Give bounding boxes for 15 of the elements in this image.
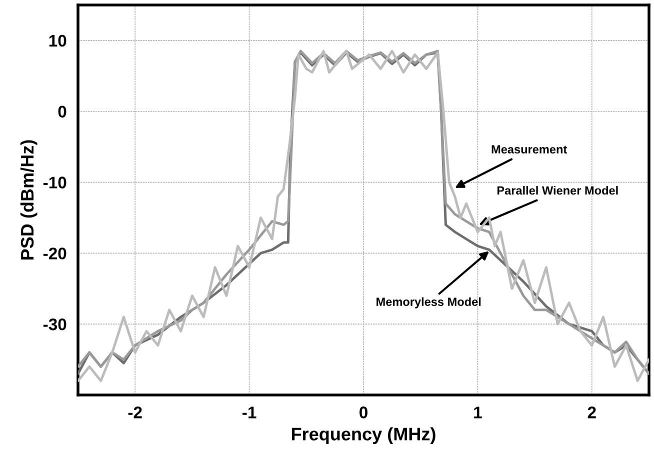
annotation: Memoryless Model [376,297,481,308]
y-tick-label: -10 [43,176,66,188]
annotation: Parallel Wiener Model [497,186,618,195]
annotation: Measurement [492,145,567,154]
y-tick-label: 0 [58,106,66,118]
x-axis-title: Frequency (MHz) [292,427,436,444]
y-axis-title: PSD (dBm/Hz) [20,140,38,260]
x-tick-label: 1 [474,406,482,418]
x-tick-label: -1 [242,406,256,418]
y-tick-label: -20 [43,248,66,260]
x-tick-label: 0 [360,406,368,418]
x-tick-label: -2 [128,406,142,418]
x-tick-label: 2 [588,406,596,418]
y-tick-label: 10 [49,34,66,47]
y-tick-label: -30 [43,318,66,330]
